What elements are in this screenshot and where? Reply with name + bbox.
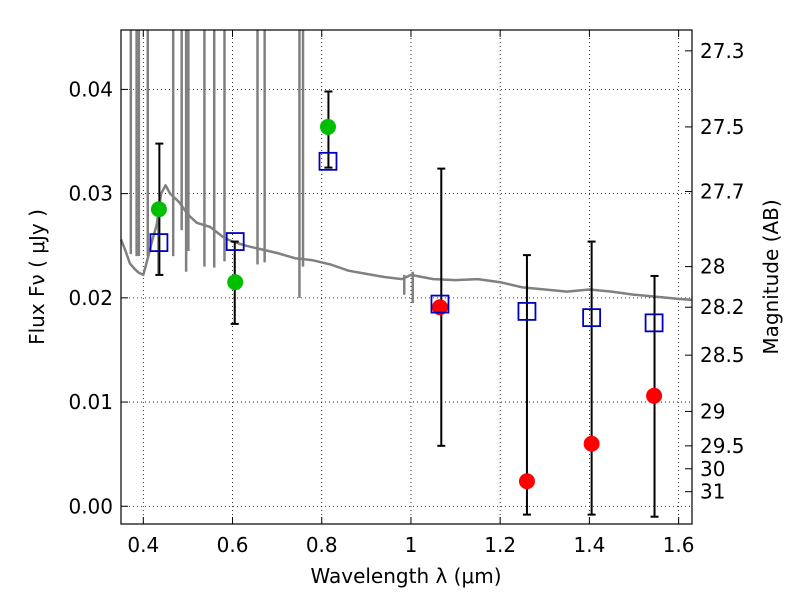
y2-tick-label: 27.7 [700,180,745,204]
y2-tick-label: 31 [700,480,725,504]
x-tick-label: 1.2 [484,533,516,557]
y2-tick-label: 29 [700,399,725,423]
y2-tick-label: 30 [700,457,725,481]
model-photometry-square [644,313,664,333]
data-points [149,118,664,490]
x-tick-label: 1 [405,533,418,557]
y2-tick-label: 27.3 [700,39,745,63]
red-flux-point [518,473,535,490]
green-flux-point [319,118,336,135]
x-tick-label: 1.6 [663,533,695,557]
y2-tick-label: 27.5 [700,115,745,139]
y-tick-label: 0.03 [68,182,113,206]
y2-tick-label: 29.5 [700,434,745,458]
y-tick-label: 0.00 [68,494,113,518]
green-flux-point [227,274,244,291]
model-photometry-square [318,151,338,171]
y-tick-label: 0.01 [68,390,113,414]
axis-ticks: 0.4 0.6 0.8 1 1.2 1.4 1.6 0.00 0.01 0.02 0.03 0.04 2… [68,30,745,557]
model-photometry-square [582,308,602,328]
green-flux-point [150,201,167,218]
red-flux-point [431,299,448,316]
y2-tick-label: 28 [700,255,725,279]
red-flux-point [583,435,600,452]
model-photometry-square [517,301,537,321]
x-tick-label: 0.8 [306,533,338,557]
x-tick-label: 0.6 [217,533,249,557]
y2-tick-label: 28.5 [700,343,745,367]
model-photometry-square [225,232,245,251]
plot-frame [120,29,693,525]
spectrum-line [119,184,693,302]
x-tick-label: 0.4 [127,533,159,557]
red-flux-point [646,387,663,404]
y-tick-label: 0.02 [68,286,113,310]
x-axis-title: Wavelength λ (μm) [310,564,501,588]
y2-tick-label: 28.2 [700,295,745,319]
error-bars [155,90,659,518]
model-photometry-square [430,294,450,314]
model-spectrum [119,30,693,304]
x-tick-label: 1.4 [573,533,605,557]
y-axis-title: Flux Fν ( μJy ) [25,209,49,345]
y2-axis-title: Magnitude (AB) [759,199,783,354]
y-tick-label: 0.04 [68,77,113,101]
model-photometry-square [149,233,169,253]
